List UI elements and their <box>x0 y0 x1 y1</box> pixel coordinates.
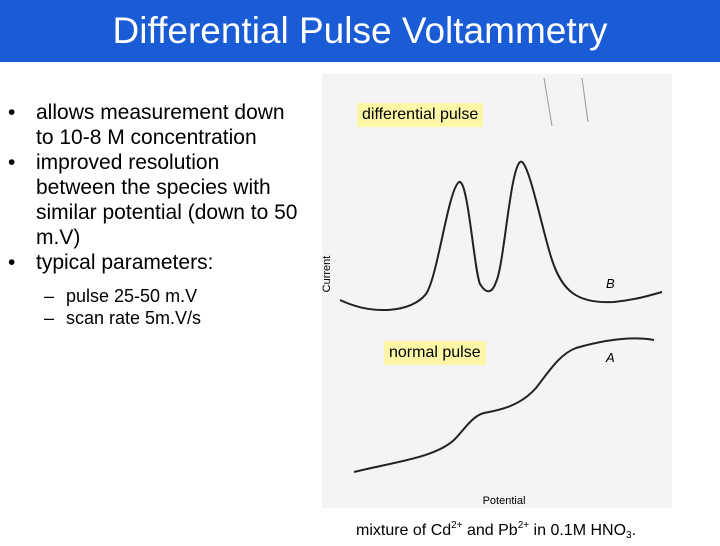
curve-b-letter: B <box>606 276 615 291</box>
x-axis-label: Potential <box>483 495 526 507</box>
y-axis-label: Current <box>321 256 333 293</box>
caption-pb-charge: 2+ <box>517 520 530 531</box>
bullet-list: allows measurement down to 10-8 M concen… <box>8 100 298 329</box>
curve-a-letter: A <box>605 350 615 365</box>
voltammogram-figure: Current Potential B A <box>314 70 674 510</box>
caption-middle: and Pb <box>462 522 518 539</box>
title-bar: Differential Pulse Voltammetry <box>0 0 720 62</box>
label-normal-pulse: normal pulse <box>384 341 486 365</box>
bullet-item-measurement: allows measurement down to 10-8 M concen… <box>8 100 298 150</box>
caption-prefix: mixture of Cd <box>356 522 452 539</box>
sub-bullet-scan-rate: scan rate 5m.V/s <box>8 307 298 329</box>
bullet-item-parameters: typical parameters: <box>8 250 298 275</box>
sub-bullet-pulse: pulse 25-50 m.V <box>8 285 298 307</box>
curve-differential-pulse <box>339 160 663 311</box>
voltammogram-plot: Current Potential B A <box>321 74 672 508</box>
caption-suffix: in 0.1M HNO <box>529 522 627 539</box>
caption-cd-charge: 2+ <box>451 520 463 531</box>
slide-title: Differential Pulse Voltammetry <box>112 10 608 51</box>
figure-caption: mixture of Cd2+ and Pb2+ in 0.1M HNO3. <box>356 516 636 546</box>
scan-line-left <box>543 77 553 127</box>
curve-normal-pulse <box>353 337 655 473</box>
sub-bullet-list: pulse 25-50 m.V scan rate 5m.V/s <box>8 285 298 329</box>
bullet-item-resolution: improved resolution between the species … <box>8 150 298 250</box>
figure-background <box>322 74 672 508</box>
scan-line-right <box>581 77 589 123</box>
caption-end: . <box>631 522 637 539</box>
caption-hno3-subscript: 3 <box>626 530 632 541</box>
label-differential-pulse: differential pulse <box>357 103 484 127</box>
